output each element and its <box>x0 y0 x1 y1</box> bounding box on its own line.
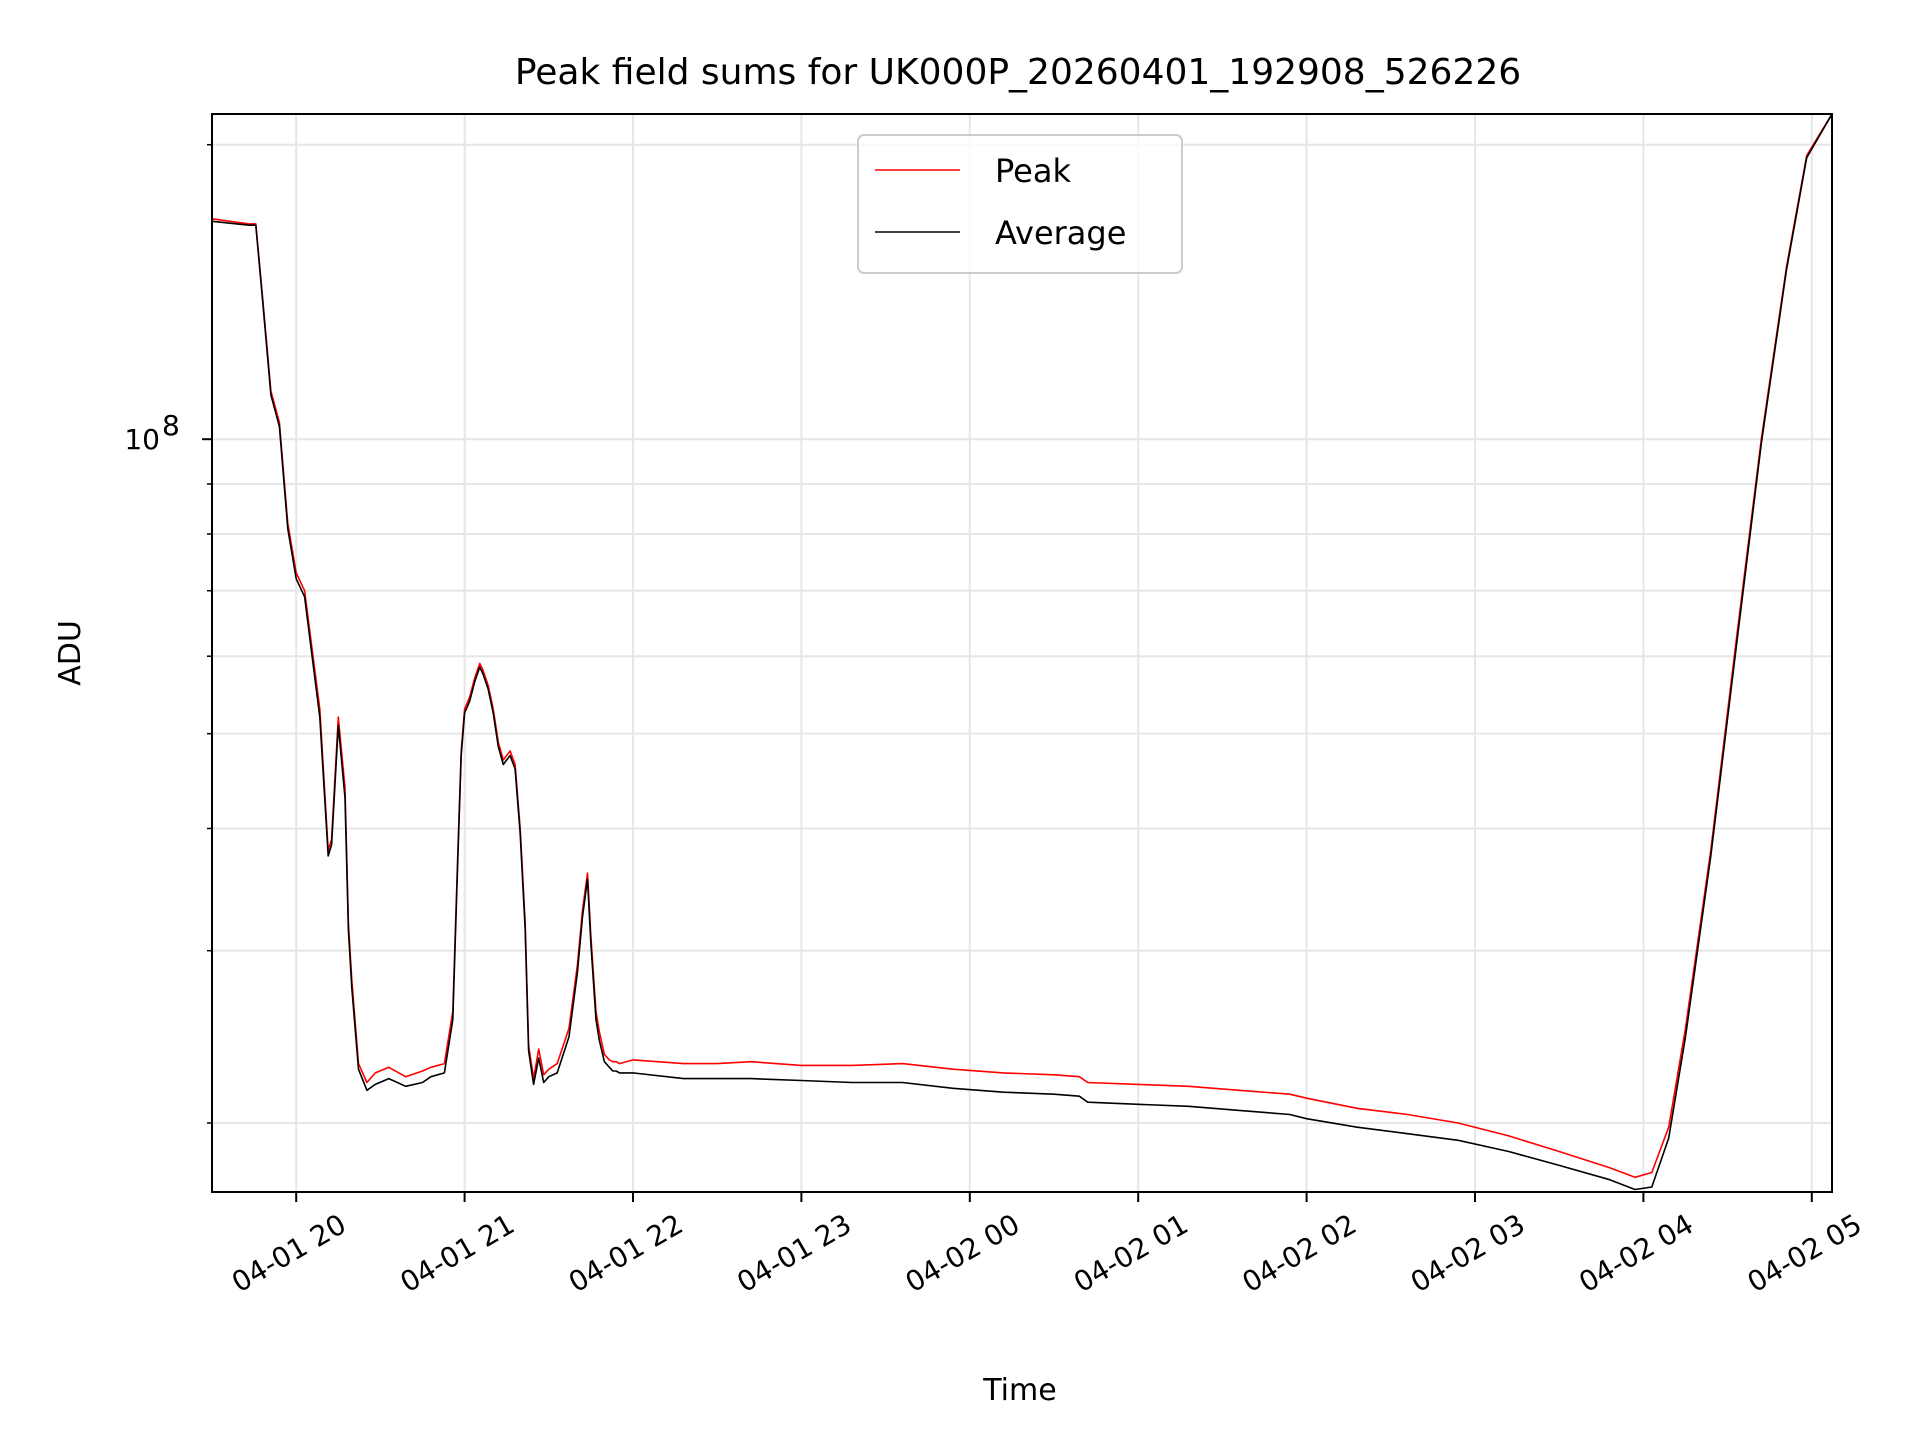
plot-frame <box>211 113 1833 1193</box>
y-tick-label: 10 <box>124 423 160 456</box>
y-axis-label: ADU <box>53 620 88 686</box>
legend-label-peak: Peak <box>995 152 1071 190</box>
y-tick-base: 10 <box>124 423 160 456</box>
y-axis: 10 8 <box>124 143 212 1124</box>
legend: Peak Average <box>857 134 1183 274</box>
chart-title: Peak field sums for UK000P_20260401_1929… <box>515 52 1521 93</box>
series-line-average <box>212 114 1832 1191</box>
y-tick-exponent: 8 <box>162 409 180 442</box>
legend-label-average: Average <box>995 214 1126 252</box>
x-axis-label: Time <box>982 1373 1056 1408</box>
grid <box>212 114 1832 1192</box>
series-layer <box>212 114 1832 1191</box>
